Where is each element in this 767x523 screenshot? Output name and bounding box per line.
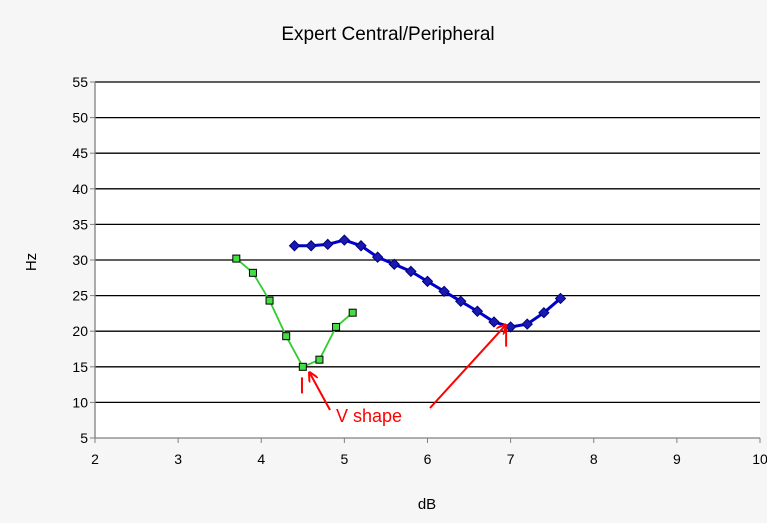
- y-tick-label-50: 50: [72, 110, 88, 126]
- y-tick-label-5: 5: [80, 430, 88, 446]
- x-tick-label-7: 7: [507, 451, 515, 467]
- y-tick-label-35: 35: [72, 216, 88, 232]
- x-tick-label-2: 2: [91, 451, 99, 467]
- series-2-point-7: [388, 258, 400, 270]
- series-1-point-4: [282, 332, 291, 341]
- x-tick-label-9: 9: [673, 451, 681, 467]
- annotation-group: V shape: [300, 326, 506, 426]
- annotation-arrow-1: [310, 373, 331, 411]
- y-tick-label-25: 25: [72, 288, 88, 304]
- series-2-point-17: [554, 292, 567, 305]
- series-1-point-8: [348, 308, 357, 317]
- series-1-point-2: [248, 268, 257, 277]
- y-axis-label: Hz: [23, 253, 40, 271]
- series-2-point-9: [421, 275, 434, 288]
- series-2-point-2: [305, 240, 317, 252]
- annotation-arrow-2: [429, 326, 505, 409]
- x-tick-label-5: 5: [340, 451, 348, 467]
- series-1-point-3: [265, 296, 274, 305]
- series-1-point-1: [232, 254, 241, 263]
- axes: [90, 81, 761, 443]
- series-2-point-1: [288, 240, 301, 252]
- series-2-point-16: [538, 306, 550, 319]
- x-tick-label-8: 8: [590, 451, 598, 467]
- x-tick-label-3: 3: [174, 451, 182, 467]
- series-2-point-11: [455, 295, 467, 308]
- y-tick-label-15: 15: [72, 359, 88, 375]
- series-1-point-5: [298, 362, 307, 371]
- x-tick-label-6: 6: [424, 451, 432, 467]
- series-group: [232, 234, 567, 371]
- x-axis-label: dB: [418, 496, 436, 513]
- series-1-line: [235, 257, 354, 368]
- x-tick-label-4: 4: [257, 451, 265, 467]
- chart-title: Expert Central/Peripheral: [281, 24, 494, 45]
- series-2-point-6: [371, 251, 384, 263]
- series-2-point-5: [355, 240, 367, 252]
- y-tick-label-10: 10: [72, 394, 88, 410]
- series-1-point-6: [315, 355, 324, 364]
- series-2-point-15: [521, 318, 533, 330]
- x-tick-labels: 2 3 4 5 6 7 8 9 10: [91, 451, 767, 467]
- y-tick-label-55: 55: [72, 74, 88, 90]
- gridlines: [95, 81, 760, 404]
- series-2-point-4: [338, 234, 351, 246]
- y-tick-label-40: 40: [72, 181, 88, 197]
- series-2-point-10: [438, 285, 450, 298]
- series-2-point-8: [405, 265, 417, 278]
- series-2-point-12: [471, 305, 484, 317]
- x-tick-label-10: 10: [752, 451, 767, 467]
- series-2-point-3: [322, 238, 334, 251]
- y-tick-label-30: 30: [72, 252, 88, 268]
- series-1-point-7: [332, 322, 341, 331]
- y-tick-label-45: 45: [72, 145, 88, 161]
- annotation-v-shape: V shape: [336, 406, 402, 426]
- y-tick-labels: 5 10 15 20 25 30 35 40 45 50 55: [72, 74, 88, 446]
- y-tick-label-20: 20: [72, 323, 88, 339]
